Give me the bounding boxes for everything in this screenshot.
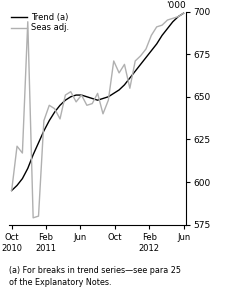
- Seas adj.: [96, 92, 99, 95]
- Trend (a): [150, 49, 153, 52]
- Seas adj.: [48, 104, 51, 107]
- Seas adj.: [107, 98, 110, 102]
- Seas adj.: [123, 63, 126, 66]
- Trend (a): [102, 97, 104, 100]
- Seas adj.: [128, 86, 131, 90]
- Trend (a): [139, 63, 142, 66]
- Trend (a): [96, 98, 99, 102]
- Seas adj.: [182, 12, 185, 15]
- Trend (a): [80, 93, 83, 97]
- Trend (a): [177, 15, 180, 18]
- Trend (a): [48, 119, 51, 122]
- Seas adj.: [171, 17, 174, 20]
- Trend (a): [75, 93, 77, 97]
- Seas adj.: [53, 107, 56, 110]
- Text: '000: '000: [166, 1, 186, 10]
- Trend (a): [26, 167, 29, 170]
- Seas adj.: [37, 214, 40, 218]
- Text: Jun: Jun: [74, 233, 87, 242]
- Seas adj.: [10, 189, 13, 192]
- Trend (a): [32, 153, 35, 156]
- Seas adj.: [75, 100, 77, 104]
- Trend (a): [123, 83, 126, 87]
- Seas adj.: [145, 47, 147, 51]
- Trend (a): [166, 27, 169, 30]
- Legend: Trend (a), Seas adj.: Trend (a), Seas adj.: [11, 13, 69, 33]
- Trend (a): [69, 95, 72, 98]
- Text: Oct: Oct: [108, 233, 122, 242]
- Trend (a): [21, 177, 24, 180]
- Seas adj.: [155, 25, 158, 29]
- Trend (a): [37, 141, 40, 145]
- Trend (a): [10, 189, 13, 192]
- Trend (a): [42, 129, 45, 132]
- Text: Jun: Jun: [177, 233, 190, 242]
- Trend (a): [128, 76, 131, 80]
- Trend (a): [59, 104, 61, 107]
- Seas adj.: [150, 34, 153, 37]
- Seas adj.: [161, 23, 163, 27]
- Seas adj.: [80, 93, 83, 97]
- Trend (a): [16, 184, 18, 187]
- Seas adj.: [86, 104, 88, 107]
- Trend (a): [161, 34, 163, 37]
- Text: 2012: 2012: [139, 244, 160, 253]
- Trend (a): [134, 69, 137, 73]
- Seas adj.: [69, 90, 72, 93]
- Text: 2010: 2010: [1, 244, 22, 253]
- Seas adj.: [16, 145, 18, 148]
- Trend (a): [182, 12, 185, 15]
- Seas adj.: [64, 93, 67, 97]
- Seas adj.: [112, 59, 115, 63]
- Text: Feb: Feb: [39, 233, 54, 242]
- Seas adj.: [42, 119, 45, 122]
- Seas adj.: [177, 15, 180, 18]
- Seas adj.: [91, 102, 94, 105]
- Seas adj.: [102, 112, 104, 115]
- Seas adj.: [32, 216, 35, 219]
- Text: 2011: 2011: [36, 244, 57, 253]
- Trend (a): [118, 88, 121, 92]
- Seas adj.: [59, 117, 61, 121]
- Seas adj.: [139, 54, 142, 58]
- Seas adj.: [21, 151, 24, 155]
- Trend (a): [112, 92, 115, 95]
- Trend (a): [107, 95, 110, 98]
- Seas adj.: [134, 59, 137, 63]
- Text: (a) For breaks in trend series—see para 25
of the Explanatory Notes.: (a) For breaks in trend series—see para …: [9, 266, 181, 287]
- Seas adj.: [166, 18, 169, 22]
- Line: Seas adj.: Seas adj.: [12, 13, 184, 218]
- Trend (a): [155, 42, 158, 46]
- Text: Feb: Feb: [142, 233, 157, 242]
- Seas adj.: [26, 20, 29, 24]
- Trend (a): [53, 110, 56, 114]
- Trend (a): [86, 95, 88, 98]
- Trend (a): [64, 98, 67, 102]
- Line: Trend (a): Trend (a): [12, 13, 184, 191]
- Trend (a): [91, 97, 94, 100]
- Trend (a): [171, 20, 174, 24]
- Text: Oct: Oct: [4, 233, 19, 242]
- Trend (a): [145, 56, 147, 59]
- Seas adj.: [118, 71, 121, 75]
